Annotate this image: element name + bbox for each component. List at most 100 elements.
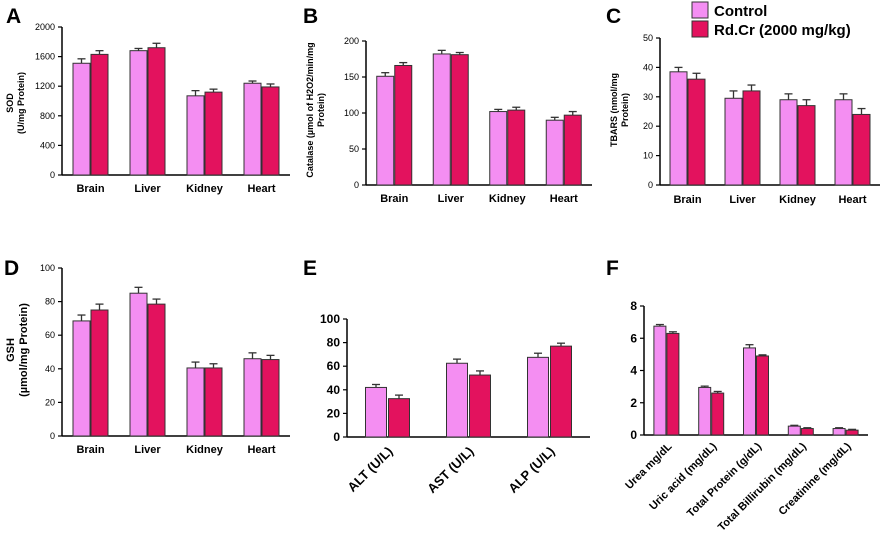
bar-e-control-0 (365, 386, 387, 438)
panel-label-f: F (606, 257, 619, 280)
chart-panel-d: 0 20 40 60 80 100 Brain Liver Kidney Heart (40, 263, 290, 456)
bar-b-control-1 (432, 53, 451, 186)
panel-label-d: D (4, 257, 19, 280)
x-category-label-d: Kidney (186, 444, 224, 456)
bar-a-rdcr-3 (261, 86, 280, 176)
y-tick-label-e: 80 (327, 336, 341, 350)
bar-b-rdcr-1 (450, 54, 469, 186)
x-category-label-d: Brain (76, 444, 104, 456)
x-category-label-c: Brain (673, 194, 701, 206)
bar-d-rdcr-2 (204, 367, 223, 437)
y-tick-label-e: 0 (333, 430, 340, 444)
y-tick-label-c: 30 (643, 92, 653, 102)
bar-a-control-1 (129, 50, 148, 176)
y-tick-label-a: 0 (50, 170, 55, 180)
bar-a-rdcr-1 (147, 47, 166, 176)
legend: Control Rd.Cr (2000 mg/kg) (691, 1, 851, 39)
panel-label-a: A (6, 5, 21, 28)
bar-c-rdcr-1 (742, 90, 761, 186)
bar-b-control-0 (376, 75, 395, 186)
y-tick-label-d: 80 (45, 297, 55, 307)
x-category-label-e: ALP (U/L) (505, 444, 557, 496)
panel-label-e: E (303, 257, 317, 280)
y-axis-label-d-1: GSH (5, 338, 17, 362)
legend-swatch-control (691, 1, 709, 19)
y-tick-label-d: 40 (45, 364, 55, 374)
bar-f-rdcr-2 (756, 355, 769, 436)
y-tick-label-b: 0 (354, 180, 359, 190)
bar-f-control-1 (698, 386, 712, 436)
panel-label-c: C (606, 5, 621, 28)
bar-f-rdcr-1 (711, 392, 725, 436)
bar-e-rdcr-1 (469, 374, 491, 438)
y-tick-label-b: 150 (344, 72, 359, 82)
y-tick-label-f: 2 (630, 396, 637, 410)
bar-a-control-2 (186, 95, 205, 176)
bar-f-control-0 (653, 325, 667, 436)
y-axis-label-b-1: Catalase (µmol of H2O2/min/mg (305, 42, 315, 177)
x-category-label-d: Heart (247, 444, 275, 456)
y-tick-label-d: 20 (45, 397, 55, 407)
bar-d-control-3 (243, 358, 262, 437)
y-axis-label-d-2: (µmol/mg Protein) (18, 303, 30, 397)
y-axis-label-c-1: TBARS (nmol/mg (609, 73, 619, 147)
x-category-label-d: Liver (134, 444, 161, 456)
y-tick-label-f: 6 (630, 331, 637, 345)
y-tick-label-c: 20 (643, 121, 653, 131)
bar-d-rdcr-3 (261, 359, 280, 437)
y-tick-label-d: 60 (45, 330, 55, 340)
bar-a-rdcr-0 (90, 53, 109, 176)
bar-d-rdcr-0 (90, 309, 109, 437)
x-category-label-a: Liver (134, 183, 161, 195)
bar-b-rdcr-0 (394, 64, 413, 186)
bar-c-rdcr-2 (797, 105, 816, 186)
x-category-label-a: Kidney (186, 183, 224, 195)
y-tick-label-c: 40 (643, 62, 653, 72)
legend-label-rdcr: Rd.Cr (2000 mg/kg) (714, 22, 851, 39)
x-category-label-f: Total Billirubin (mg/dL) (716, 440, 809, 533)
bar-b-control-2 (489, 111, 508, 186)
y-tick-label-a: 1200 (35, 81, 55, 91)
bar-c-control-1 (724, 97, 743, 186)
legend-swatch-rdcr (691, 20, 709, 38)
chart-panel-b: 0 50 100 150 200 Brain Liver Kidney Heart (344, 36, 592, 205)
bar-b-rdcr-3 (563, 114, 582, 186)
y-tick-label-f: 0 (630, 428, 637, 442)
bar-e-rdcr-0 (388, 398, 410, 438)
bar-c-control-3 (834, 99, 853, 186)
bar-f-control-2 (743, 347, 756, 436)
y-tick-label-f: 4 (630, 364, 637, 378)
y-tick-label-a: 400 (40, 140, 55, 150)
bar-b-control-3 (545, 119, 564, 186)
y-tick-label-a: 1600 (35, 52, 55, 62)
y-tick-label-e: 40 (327, 383, 341, 397)
bar-c-control-0 (669, 71, 688, 186)
bar-e-control-2 (527, 356, 549, 438)
x-category-label-a: Heart (247, 183, 275, 195)
x-category-label-e: ALT (U/L) (344, 444, 395, 495)
y-tick-label-e: 60 (327, 359, 341, 373)
x-category-label-b: Brain (380, 193, 408, 205)
y-tick-label-f: 8 (630, 299, 637, 313)
bar-d-control-1 (129, 292, 148, 437)
y-tick-label-c: 0 (648, 180, 653, 190)
y-axis-label-a-1: SOD (5, 93, 15, 113)
bar-f-rdcr-4 (845, 429, 859, 436)
bar-e-rdcr-2 (550, 345, 572, 438)
chart-panel-c: 0 10 20 30 40 50 Brain Liver Kidney Heart (643, 33, 880, 206)
bar-c-rdcr-3 (852, 113, 871, 186)
y-axis-label-c-2: Protein) (620, 93, 630, 127)
bar-c-control-2 (779, 99, 798, 186)
bar-a-control-0 (72, 62, 91, 176)
y-tick-label-a: 2000 (35, 22, 55, 32)
bar-f-rdcr-0 (666, 332, 680, 436)
x-category-label-b: Heart (550, 193, 578, 205)
x-category-label-f: Total Protein (g/dL) (685, 440, 764, 519)
y-tick-label-b: 200 (344, 36, 359, 46)
bar-d-rdcr-1 (147, 303, 166, 437)
y-tick-label-e: 20 (327, 406, 341, 420)
y-tick-label-e: 100 (320, 312, 340, 326)
y-tick-label-c: 50 (643, 33, 653, 43)
